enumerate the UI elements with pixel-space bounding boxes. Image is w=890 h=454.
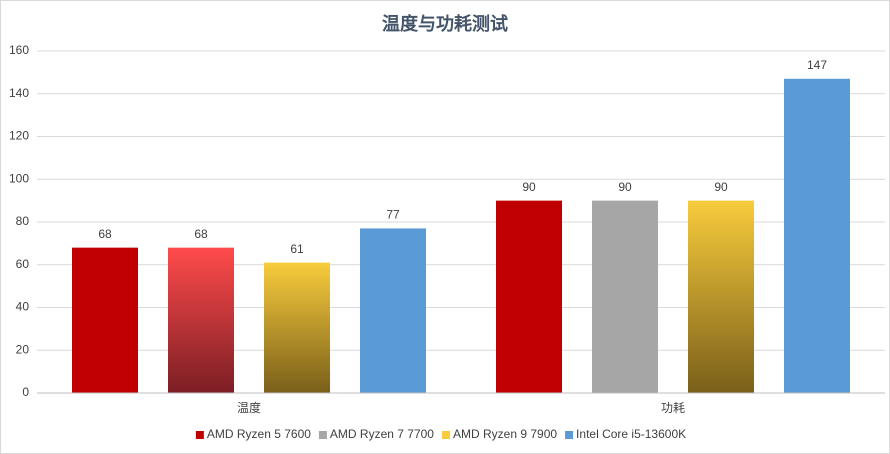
legend-swatch (318, 431, 327, 439)
y-tick-label: 160 (9, 43, 29, 57)
legend-label: Intel Core i5-13600K (576, 427, 686, 441)
legend-swatch (565, 431, 574, 439)
legend-label: AMD Ryzen 5 7600 (207, 427, 311, 441)
y-tick-label: 140 (9, 86, 29, 100)
legend-item: AMD Ryzen 5 7600 (195, 427, 311, 441)
legend-item: Intel Core i5-13600K (565, 427, 686, 441)
x-tick-label: 功耗 (661, 401, 685, 415)
value-label: 147 (807, 58, 827, 72)
value-label: 68 (194, 227, 208, 241)
legend-label: AMD Ryzen 9 7900 (453, 427, 557, 441)
value-label: 90 (618, 180, 632, 194)
legend-item: AMD Ryzen 9 7900 (441, 427, 557, 441)
y-tick-label: 120 (9, 129, 29, 143)
bar (688, 200, 754, 393)
legend-swatch (441, 431, 450, 439)
legend-item: AMD Ryzen 7 7700 (318, 427, 434, 441)
chart-title: 温度与功耗测试 (382, 13, 508, 34)
bar (360, 228, 426, 393)
value-label: 90 (714, 180, 728, 194)
value-label: 68 (98, 227, 112, 241)
value-label: 90 (522, 180, 536, 194)
value-label: 61 (290, 242, 304, 256)
legend-label: AMD Ryzen 7 7700 (330, 427, 434, 441)
y-tick-label: 60 (16, 257, 30, 271)
bar (496, 200, 562, 393)
bar (592, 200, 658, 393)
y-tick-label: 100 (9, 171, 29, 185)
bar (72, 247, 138, 393)
y-tick-label: 20 (16, 342, 30, 356)
legend-swatch (195, 431, 204, 439)
value-label: 77 (386, 208, 400, 222)
y-tick-label: 80 (16, 214, 30, 228)
y-tick-label: 0 (22, 385, 29, 399)
y-tick-label: 40 (16, 300, 30, 314)
bar (784, 78, 850, 393)
bar (264, 262, 330, 393)
bar (168, 247, 234, 393)
x-tick-label: 温度 (237, 400, 261, 415)
